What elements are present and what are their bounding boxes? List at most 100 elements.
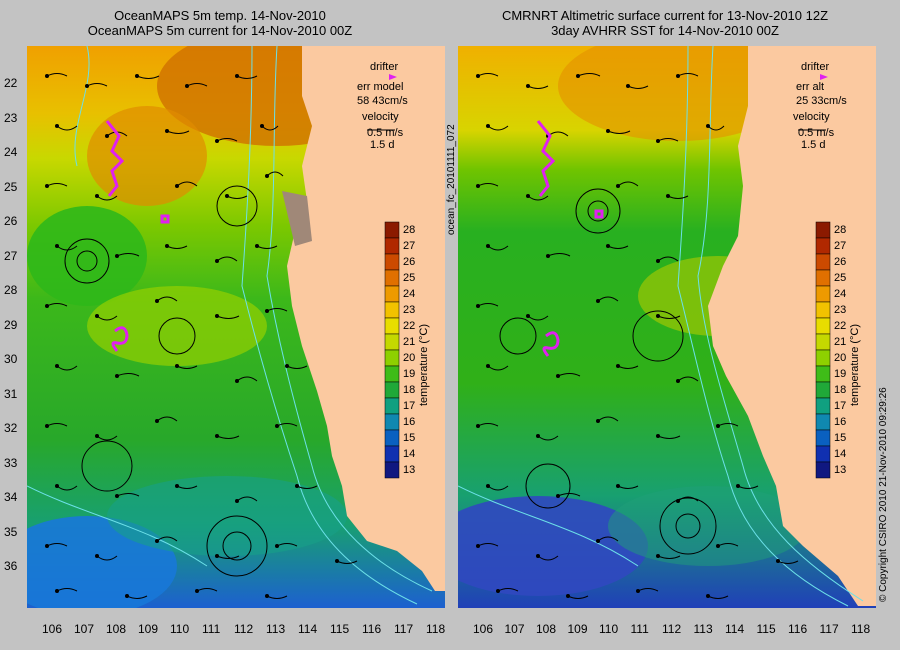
colorbar-tick: 16 [834,416,846,428]
colorbar-tick: 22 [403,320,415,332]
colorbar-tick: 20 [834,352,846,364]
colorbar-tick: 18 [834,384,846,396]
colorbar-swatch [815,429,831,447]
left-legend-err-label: err model [357,81,403,93]
axis-tick-label: 117 [394,622,414,636]
right-map-svg: drifter err alt 25 33cm/s velocity 0.5 m… [458,46,876,608]
colorbar-tick: 22 [834,320,846,332]
axis-tick-label: 110 [599,622,619,636]
axis-tick-label: 107 [504,622,525,636]
axis-tick-label: 32 [4,421,18,435]
colorbar-swatch [815,221,831,239]
colorbar-swatch [384,461,400,479]
colorbar-swatch [815,285,831,303]
colorbar-tick: 15 [834,432,846,444]
left-legend-drifter: drifter [370,61,398,73]
axis-tick-label: 112 [662,622,682,636]
axis-tick-label: 111 [202,622,221,636]
axis-tick-label: 108 [536,622,557,636]
axis-tick-label: 107 [74,622,95,636]
colorbar-tick: 28 [834,224,846,236]
right-drifter-tracks [536,120,604,357]
axis-tick-label: 116 [788,622,808,636]
left-bathymetry-contours [27,46,433,605]
colorbar-tick: 13 [403,464,415,476]
colorbar-tick: 15 [403,432,415,444]
axis-tick-label: 28 [4,283,18,297]
left-legend-velocity: velocity [362,111,399,123]
colorbar-tick: 14 [403,448,415,460]
axis-tick-label: 118 [426,622,446,636]
colorbar-tick: 19 [403,368,415,380]
left-legend-velocity-scale: 0.5 m/s [367,127,404,139]
colorbar-tick: 27 [403,240,415,252]
axis-tick-label: 27 [4,248,18,263]
right-legend-drifter: drifter [801,61,829,73]
colorbar-tick: 13 [834,464,846,476]
axis-tick-label: 106 [42,622,63,636]
colorbar-tick: 25 [403,272,415,284]
left-island [282,191,312,246]
colorbar-tick: 25 [834,272,846,284]
right-colorbar: 28 27 26 25 24 23 22 21 20 19 18 17 16 15 14 13 [815,221,846,479]
axis-tick-label: 111 [630,622,649,636]
colorbar-swatch [384,333,400,351]
colorbar-swatch [384,381,400,399]
colorbar-swatch [815,301,831,319]
right-map-legend: drifter err alt 25 33cm/s velocity 0.5 m… [793,61,847,151]
colorbar-tick: 26 [834,256,846,268]
axis-tick-label: 33 [4,455,18,470]
axis-tick-label: 113 [266,622,286,636]
left-legend-drifter-arrow [389,74,397,80]
left-title-line2: OceanMAPS 5m current for 14-Nov-2010 00Z [87,23,353,38]
colorbar-swatch [815,413,831,431]
colorbar-swatch [384,445,400,463]
axis-tick-label: 115 [330,622,350,636]
colorbar-swatch [384,221,400,239]
axis-tick-label: 113 [693,622,713,636]
left-map-legend: drifter err model 58 43cm/s velocity 0.5… [357,61,408,151]
colorbar-tick: 21 [403,336,415,348]
left-colorbar: 28 27 26 25 24 23 22 21 20 19 18 17 16 15 14 13 [384,221,415,479]
axis-tick-label: 26 [4,214,18,228]
colorbar-swatch [815,333,831,351]
axis-tick-label: 115 [756,622,776,636]
right-legend-velocity: velocity [793,111,830,123]
right-colorbar-label: temperature (°C) [849,324,861,406]
right-bathymetry-contours [458,46,864,607]
axis-tick-label: 116 [362,622,382,636]
colorbar-tick: 17 [403,400,415,412]
colorbar-swatch [384,317,400,335]
right-title-line2: 3day AVHRR SST for 14-Nov-2010 00Z [551,23,779,38]
colorbar-tick: 23 [834,304,846,316]
colorbar-swatch [384,429,400,447]
colorbar-tick: 19 [834,368,846,380]
axis-tick-label: 114 [725,622,745,636]
colorbar-swatch [815,269,831,287]
axis-tick-label: 23 [4,110,18,125]
colorbar-swatch [384,237,400,255]
right-legend-err-label: err alt [796,81,824,93]
colorbar-tick: 24 [834,288,846,300]
axis-tick-label: 34 [4,490,18,504]
axis-tick-label: 25 [4,179,18,194]
colorbar-swatch [815,381,831,399]
colorbar-swatch [384,253,400,271]
left-eddies [64,185,268,577]
colorbar-swatch [815,317,831,335]
colorbar-tick: 26 [403,256,415,268]
axis-tick-label: 117 [819,622,839,636]
left-map-panel: drifter err model 58 43cm/s velocity 0.5… [27,46,445,608]
left-title-line1: OceanMAPS 5m temp. 14-Nov-2010 [114,8,326,23]
file-id-text: ocean_fc_20101111_072 [446,124,457,235]
left-land [287,46,445,591]
colorbar-tick: 23 [403,304,415,316]
axis-tick-label: 114 [298,622,318,636]
colorbar-tick: 21 [834,336,846,348]
colorbar-swatch [384,413,400,431]
right-land [708,46,876,606]
axis-tick-label: 24 [4,145,18,159]
colorbar-swatch [384,349,400,367]
colorbar-tick: 18 [403,384,415,396]
colorbar-tick: 28 [403,224,415,236]
